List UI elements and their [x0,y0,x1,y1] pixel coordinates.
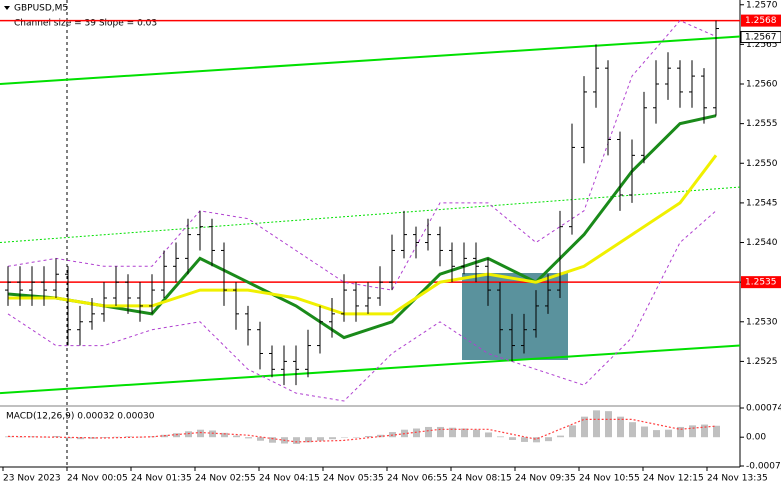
macd-bar [497,436,504,438]
level-box [741,276,781,289]
macd-bar [545,437,552,442]
macd-bar [605,411,612,438]
symbol-icon [4,6,10,10]
macd-bar [257,437,264,441]
x-tick-label: 23 Nov 2023 [3,474,61,484]
macd-bar [665,429,672,438]
level-label: 1.2535 [745,278,777,288]
macd-bar [677,426,684,438]
y-tick-label: 1.2525 [746,357,778,367]
macd-bar [173,433,180,438]
y-tick-label: 1.2560 [746,80,778,90]
x-tick-label: 24 Nov 09:35 [515,474,576,484]
macd-bar [269,437,276,443]
current-price-label: 1.2567 [745,33,777,43]
macd-bar [221,432,228,438]
macd-bar [641,426,648,438]
x-tick-label: 24 Nov 10:55 [579,474,640,484]
macd-bar [413,428,420,438]
x-tick-label: 24 Nov 12:15 [643,474,704,484]
macd-tick-label: 0.00 [746,433,766,443]
macd-bar [185,431,192,438]
macd-bar [317,437,324,441]
channel-upper [0,35,741,86]
macd-signal [7,418,717,443]
highlight-box [462,273,568,360]
current-price-box [740,31,781,44]
macd-bar [353,437,360,438]
macd-bar [689,425,696,438]
macd-bar [581,416,588,438]
macd-bar [437,426,444,438]
macd-bar [365,436,372,438]
y-tick-label: 1.2545 [746,198,778,208]
macd-bar [521,437,528,442]
symbol-label: GBPUSD,M5 [14,4,68,14]
macd-label: MACD(12,26,9) 0.00032 0.00030 [6,412,155,422]
y-tick-label: 1.2555 [746,119,778,129]
macd-bar [701,424,708,438]
x-tick-label: 24 Nov 02:55 [195,474,256,484]
macd-bar [629,422,636,438]
overlay-line [7,210,717,402]
macd-bar [485,432,492,438]
macd-bar [245,437,252,439]
level-label: 1.2568 [745,16,777,26]
y-tick-label: 1.2540 [746,238,778,248]
macd-bar [557,435,564,438]
y-tick-label: 1.2550 [746,159,778,169]
macd-tick-label: -0.00073 [746,462,781,472]
macd-bar [113,436,120,438]
macd-bar [509,437,516,440]
level-box [741,14,781,27]
macd-bar [473,429,480,438]
x-tick-label: 24 Nov 08:15 [451,474,512,484]
y-tick-label: 1.2565 [746,40,778,50]
macd-bar [329,437,336,440]
macd-bar [233,435,240,438]
x-tick-label: 24 Nov 00:05 [67,474,128,484]
macd-bar [305,437,312,443]
macd-bar [653,430,660,438]
macd-bar [293,437,300,444]
y-tick-label: 1.2570 [746,0,778,10]
macd-bar [209,430,216,438]
macd-bar [425,426,432,438]
x-tick-label: 24 Nov 04:15 [259,474,320,484]
macd-bar [593,410,600,438]
macd-bar [341,437,348,438]
indicator-label: Channel size = 39 Slope = 0.03 [14,19,157,29]
macd-bar [617,416,624,438]
macd-bar [461,428,468,438]
macd-tick-label: 0.00074 [746,404,781,414]
macd-bar [53,436,60,438]
macd-bar [569,425,576,438]
macd-bar [197,429,204,438]
x-tick-label: 24 Nov 05:35 [323,474,384,484]
macd-bar [713,425,720,438]
y-tick-label: 1.2530 [746,317,778,327]
macd-bar [449,427,456,438]
x-tick-label: 24 Nov 06:55 [387,474,448,484]
x-tick-label: 24 Nov 01:35 [131,474,192,484]
macd-bar [533,437,540,443]
x-tick-label: 24 Nov 13:35 [707,474,768,484]
